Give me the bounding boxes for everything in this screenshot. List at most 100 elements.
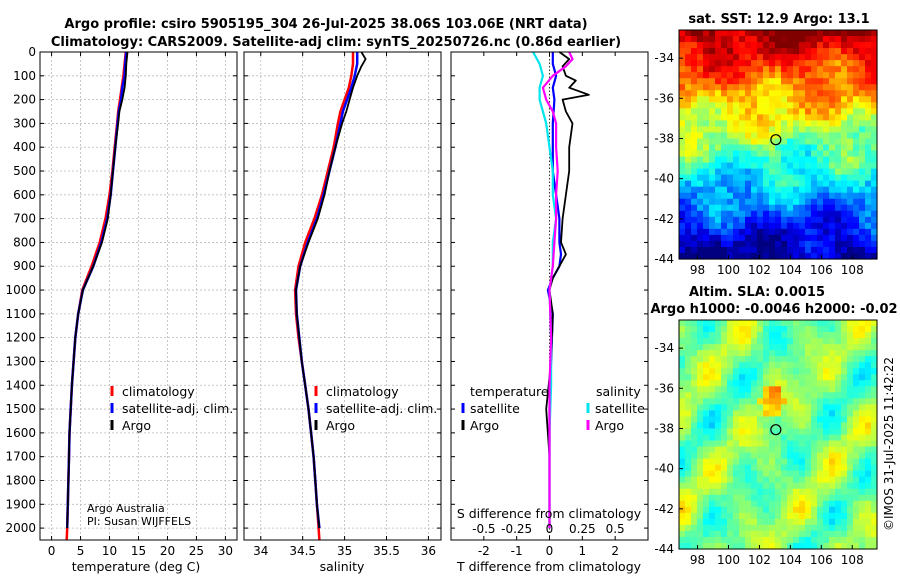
heatmap-cell xyxy=(733,434,740,442)
heatmap-cell xyxy=(847,162,854,170)
heatmap-cell xyxy=(823,126,830,134)
heatmap-cell xyxy=(745,386,752,393)
heatmap-cell xyxy=(769,216,776,224)
heatmap-cell xyxy=(751,96,758,103)
heatmap-cell xyxy=(859,542,866,550)
heatmap-cell xyxy=(775,60,782,67)
heatmap-cell xyxy=(679,350,686,357)
heatmap-cell xyxy=(799,108,806,115)
heatmap-cell xyxy=(811,518,818,526)
heatmap-cell xyxy=(817,398,824,405)
heatmap-cell xyxy=(799,386,806,393)
sla-map-title-line2: Argo h1000: -0.0046 h2000: -0.02 xyxy=(650,302,897,317)
heatmap-cell xyxy=(853,138,860,146)
heatmap-cell xyxy=(781,494,788,502)
heatmap-cell xyxy=(709,422,716,430)
heatmap-cell xyxy=(871,536,878,544)
heatmap-cell xyxy=(691,368,698,375)
heatmap-cell xyxy=(859,530,866,538)
heatmap-cell xyxy=(751,362,758,369)
heatmap-cell xyxy=(859,36,866,43)
heatmap-cell xyxy=(799,102,806,109)
heatmap-cell xyxy=(757,368,764,375)
heatmap-cell xyxy=(697,150,704,158)
heatmap-cell xyxy=(871,506,878,514)
heatmap-cell xyxy=(739,66,746,73)
heatmap-cell xyxy=(865,530,872,538)
heatmap-cell xyxy=(829,470,836,478)
heatmap-cell xyxy=(751,500,758,508)
heatmap-cell xyxy=(769,326,776,333)
heatmap-cell xyxy=(865,482,872,490)
heatmap-cell xyxy=(709,78,716,85)
heatmap-cell xyxy=(721,204,728,212)
heatmap-cell xyxy=(739,500,746,508)
heatmap-cell xyxy=(769,470,776,478)
heatmap-cell xyxy=(793,332,800,339)
heatmap-cell xyxy=(691,186,698,194)
heatmap-cell xyxy=(829,144,836,152)
heatmap-cell xyxy=(709,542,716,550)
heatmap-cell xyxy=(727,72,734,79)
heatmap-cell xyxy=(847,120,854,128)
heatmap-cell xyxy=(805,42,812,49)
heatmap-cell xyxy=(871,488,878,496)
heatmap-cell xyxy=(811,524,818,532)
heatmap-cell xyxy=(865,374,872,381)
heatmap-cell xyxy=(691,150,698,158)
heatmap-cell xyxy=(733,362,740,369)
heatmap-cell xyxy=(715,518,722,526)
heatmap-cell xyxy=(859,428,866,436)
heatmap-cell xyxy=(715,174,722,182)
heatmap-cell xyxy=(847,216,854,224)
heatmap-cell xyxy=(787,198,794,206)
heatmap-cell xyxy=(679,416,686,424)
heatmap-cell xyxy=(763,54,770,61)
heatmap-cell xyxy=(793,524,800,532)
heatmap-cell xyxy=(841,42,848,49)
heatmap-cell xyxy=(703,222,710,230)
heatmap-cell xyxy=(757,186,764,194)
heatmap-cell xyxy=(715,404,722,411)
heatmap-cell xyxy=(853,362,860,369)
heatmap-cell xyxy=(691,488,698,496)
heatmap-cell xyxy=(685,30,692,37)
heatmap-cell xyxy=(775,222,782,230)
heatmap-cell xyxy=(871,90,878,97)
legend-label: satellite xyxy=(595,401,645,416)
heatmap-cell xyxy=(757,482,764,490)
heatmap-cell xyxy=(727,168,734,176)
heatmap-cell xyxy=(697,464,704,472)
heatmap-cell xyxy=(769,542,776,550)
heatmap-cell xyxy=(769,36,776,43)
heatmap-cell xyxy=(691,156,698,164)
heatmap-cell xyxy=(811,210,818,218)
heatmap-cell xyxy=(865,138,872,146)
heatmap-cell xyxy=(751,192,758,200)
heatmap-cell xyxy=(841,186,848,194)
heatmap-cell xyxy=(859,168,866,176)
heatmap-cell xyxy=(679,332,686,339)
heatmap-cell xyxy=(721,530,728,538)
heatmap-cell xyxy=(727,524,734,532)
heatmap-cell xyxy=(727,482,734,490)
heatmap-cell xyxy=(763,524,770,532)
heatmap-cell xyxy=(691,512,698,520)
heatmap-cell xyxy=(799,392,806,399)
heatmap-cell xyxy=(763,476,770,484)
heatmap-cell xyxy=(685,416,692,424)
y-tick-label: 200 xyxy=(13,93,36,107)
heatmap-cell xyxy=(781,186,788,194)
heatmap-cell xyxy=(697,78,704,85)
heatmap-cell xyxy=(781,174,788,182)
heatmap-cell xyxy=(811,542,818,550)
heatmap-cell xyxy=(715,240,722,248)
heatmap-cell xyxy=(853,476,860,484)
heatmap-cell xyxy=(757,180,764,188)
heatmap-cell xyxy=(739,374,746,381)
heatmap-cell xyxy=(691,144,698,152)
heatmap-cell xyxy=(679,246,686,254)
heatmap-cell xyxy=(823,138,830,146)
heatmap-cell xyxy=(769,66,776,73)
heatmap-cell xyxy=(697,120,704,128)
